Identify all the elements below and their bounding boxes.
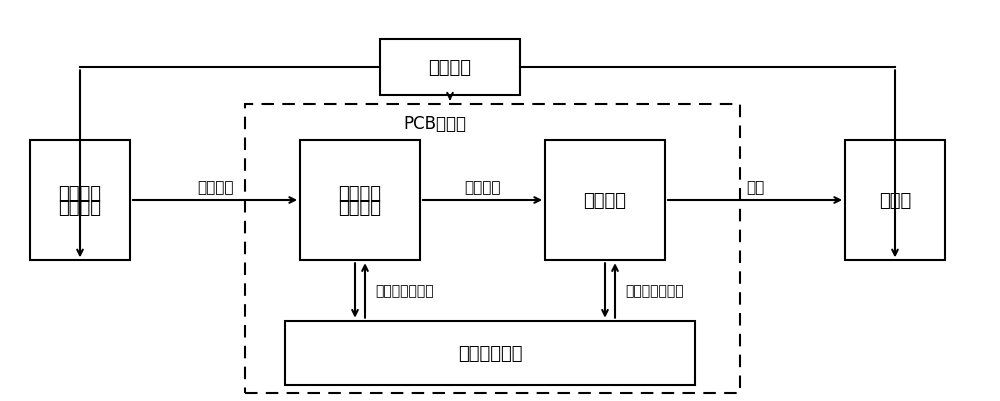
Text: 控制: 控制 xyxy=(746,180,764,194)
FancyBboxPatch shape xyxy=(300,140,420,261)
Text: 据处理器: 据处理器 xyxy=(338,198,382,217)
Text: 采集数据: 采集数据 xyxy=(197,180,233,194)
FancyBboxPatch shape xyxy=(380,40,520,96)
Text: PCB电路板: PCB电路板 xyxy=(404,114,466,132)
Text: 睡眠报告: 睡眠报告 xyxy=(464,180,501,194)
Text: 电源模块: 电源模块 xyxy=(428,59,472,77)
Text: 发光源: 发光源 xyxy=(879,192,911,209)
Text: 红外热数: 红外热数 xyxy=(338,184,382,203)
FancyBboxPatch shape xyxy=(30,140,130,261)
Text: 红外热传: 红外热传 xyxy=(58,184,102,203)
FancyBboxPatch shape xyxy=(845,140,945,261)
FancyBboxPatch shape xyxy=(545,140,665,261)
Text: 数据储存、读取: 数据储存、读取 xyxy=(625,284,684,298)
Text: 数据储存、读取: 数据储存、读取 xyxy=(375,284,434,298)
FancyBboxPatch shape xyxy=(285,321,695,385)
Text: 主控制器: 主控制器 xyxy=(584,192,626,209)
Text: 感器阵列: 感器阵列 xyxy=(58,198,102,217)
Text: 数据存储装置: 数据存储装置 xyxy=(458,344,522,362)
